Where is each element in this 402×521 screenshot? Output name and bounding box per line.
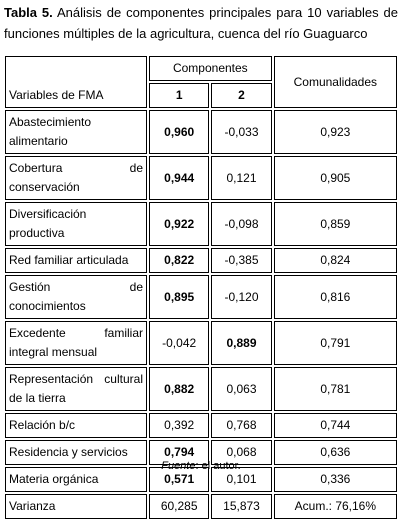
header-cell: Comunalidades [273, 56, 397, 108]
value-cell: 15,873 [211, 494, 272, 519]
table-row: Cobertura de conservación 0,944 0,121 0,905 [5, 156, 397, 200]
value-cell: 0,859 [273, 202, 397, 246]
source-label: Fuente [161, 460, 196, 472]
value-cell: 0,121 [211, 156, 272, 200]
source-text: : el autor. [195, 460, 241, 472]
table-row: Residencia y servicios 0,794 0,068 0,636 [5, 440, 397, 465]
variable-cell: Abastecimiento alimentario [5, 110, 147, 154]
variable-cell: Diversificación productiva [5, 202, 147, 246]
header-cell: Variables de FMA [5, 56, 147, 108]
value-cell: 0,768 [211, 413, 272, 438]
table-row: Gestión de conocimientos 0,895 -0,120 0,816 [5, 275, 397, 319]
value-cell: 0,068 [211, 440, 272, 465]
value-cell: -0,042 [149, 321, 210, 365]
header-cell: 1 [149, 83, 210, 108]
variable-cell: Relación b/c [5, 413, 147, 438]
value-cell: -0,033 [211, 110, 272, 154]
value-cell: 0,944 [149, 156, 210, 200]
variable-cell: Residencia y servicios [5, 440, 147, 465]
value-cell: 0,889 [211, 321, 272, 365]
value-cell: -0,098 [211, 202, 272, 246]
table-row: Varianza 60,285 15,873 Acum.: 76,16% [5, 494, 397, 519]
table-row: Excedente familiar integral mensual -0,04… [5, 321, 397, 365]
value-cell: 0,905 [273, 156, 397, 200]
header-cell: 2 [211, 83, 272, 108]
value-cell: 0,822 [149, 248, 210, 273]
caption: Tabla 5. Análisis de componentes princip… [4, 2, 398, 44]
variable-cell: Varianza [5, 494, 147, 519]
value-cell: 0,960 [149, 110, 210, 154]
source: Fuente: el autor. [0, 460, 402, 472]
variable-cell: Representación cultural de la tierra [5, 367, 147, 411]
value-cell: 0,744 [273, 413, 397, 438]
value-cell: -0,385 [211, 248, 272, 273]
variable-cell: Red familiar articulada [5, 248, 147, 273]
value-cell: 0,922 [149, 202, 210, 246]
variable-cell: Gestión de conocimientos [5, 275, 147, 319]
caption-label: Tabla 5. [4, 5, 53, 20]
value-cell: -0,120 [211, 275, 272, 319]
value-cell: 0,781 [273, 367, 397, 411]
value-cell: 0,895 [149, 275, 210, 319]
value-cell: Acum.: 76,16% [273, 494, 397, 519]
value-cell: 0,824 [273, 248, 397, 273]
value-cell: 0,063 [211, 367, 272, 411]
value-cell: 0,882 [149, 367, 210, 411]
header-row: Variables de FMA Componentes Comunalidad… [5, 56, 397, 108]
table-row: Representación cultural de la tierra 0,88… [5, 367, 397, 411]
table-row: Relación b/c 0,392 0,768 0,744 [5, 413, 397, 438]
table: Variables de FMA Componentes Comunalidad… [3, 54, 399, 521]
table-row: Red familiar articulada 0,822 -0,385 0,824 [5, 248, 397, 273]
table-row: Diversificación productiva 0,922 -0,098 0,8… [5, 202, 397, 246]
table-row: Abastecimiento alimentario 0,960 -0,033 0,9… [5, 110, 397, 154]
variable-cell: Excedente familiar integral mensual [5, 321, 147, 365]
header-row: 1 2 [5, 83, 397, 108]
value-cell: 60,285 [149, 494, 210, 519]
value-cell: 0,794 [149, 440, 210, 465]
header-cell: Componentes [149, 56, 272, 81]
caption-text: Análisis de componentes principales para… [4, 5, 398, 41]
value-cell: 0,923 [273, 110, 397, 154]
value-cell: 0,636 [273, 440, 397, 465]
value-cell: 0,392 [149, 413, 210, 438]
value-cell: 0,791 [273, 321, 397, 365]
value-cell: 0,816 [273, 275, 397, 319]
variable-cell: Cobertura de conservación [5, 156, 147, 200]
